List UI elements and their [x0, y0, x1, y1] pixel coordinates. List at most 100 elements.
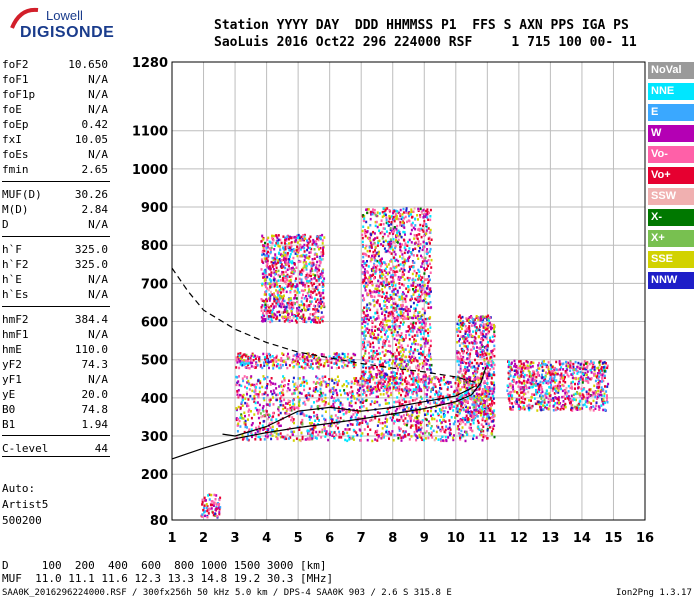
echo-point — [365, 208, 368, 211]
echo-point — [449, 407, 452, 410]
echo-point — [384, 275, 387, 279]
echo-point — [298, 304, 301, 307]
echo-point — [272, 308, 275, 311]
echo-point — [368, 302, 371, 305]
echo-point — [397, 413, 400, 417]
echo-point — [268, 415, 270, 419]
echo-point — [418, 433, 421, 437]
echo-point — [292, 248, 295, 251]
echo-point — [286, 254, 289, 257]
echo-point — [423, 213, 426, 217]
echo-point — [279, 265, 282, 268]
echo-point — [276, 280, 278, 283]
echo-point — [274, 299, 277, 302]
echo-point — [289, 290, 292, 293]
echo-point — [238, 375, 240, 378]
echo-point — [473, 398, 476, 402]
echo-point — [379, 330, 382, 333]
echo-point — [262, 361, 265, 364]
echo-point — [411, 278, 414, 282]
echo-point — [441, 435, 444, 438]
echo-point — [309, 251, 312, 254]
echo-point — [240, 361, 243, 365]
echo-point — [396, 241, 399, 244]
echo-point — [239, 416, 242, 419]
echo-point — [376, 264, 379, 268]
echo-point — [306, 304, 309, 307]
echo-point — [425, 231, 428, 235]
echo-point — [478, 409, 481, 412]
echo-point — [269, 414, 271, 418]
echo-point — [268, 315, 271, 318]
echo-point — [306, 239, 308, 242]
echo-point — [423, 245, 426, 248]
echo-point — [485, 323, 488, 326]
echo-point — [362, 388, 365, 392]
echo-point — [481, 320, 484, 324]
echo-point — [452, 438, 455, 442]
echo-point — [443, 401, 446, 404]
echo-point — [313, 289, 316, 292]
echo-point — [385, 336, 388, 339]
echo-point — [481, 403, 484, 406]
echo-point — [267, 317, 270, 321]
echo-point — [312, 433, 314, 436]
echo-point — [249, 394, 252, 398]
echo-point — [411, 342, 413, 346]
echo-point — [375, 214, 378, 218]
echo-point — [391, 313, 394, 316]
echo-point — [318, 419, 320, 422]
echo-point — [406, 309, 409, 313]
echo-point — [289, 252, 292, 256]
echo-point — [383, 344, 386, 347]
echo-point — [368, 318, 370, 322]
echo-point — [385, 306, 388, 309]
echo-point — [380, 371, 383, 374]
echo-point — [330, 414, 333, 418]
echo-point — [386, 207, 389, 210]
echo-point — [312, 263, 315, 266]
echo-point — [469, 414, 472, 417]
echo-point — [362, 214, 365, 217]
echo-point — [343, 407, 346, 411]
echo-point — [319, 272, 322, 276]
header-line2: SaoLuis 2016 Oct22 296 224000 RSF 1 715 … — [214, 35, 637, 50]
echo-point — [301, 316, 303, 320]
echo-point — [382, 433, 385, 436]
echo-point — [282, 353, 285, 356]
echo-point — [416, 408, 419, 412]
echo-point — [430, 431, 433, 434]
echo-point — [369, 281, 371, 284]
echo-point — [389, 267, 392, 270]
echo-point — [351, 359, 354, 363]
echo-point — [379, 282, 381, 285]
echo-point — [254, 389, 257, 393]
echo-point — [396, 381, 399, 385]
echo-point — [395, 316, 398, 320]
echo-point — [384, 421, 387, 424]
echo-point — [408, 214, 410, 218]
echo-point — [405, 294, 408, 298]
echo-point — [415, 386, 418, 389]
echo-point — [361, 380, 364, 383]
echo-point — [358, 389, 360, 392]
echo-point — [312, 411, 315, 414]
echo-point — [265, 410, 268, 413]
echo-point — [413, 348, 416, 351]
echo-point — [272, 428, 274, 432]
echo-point — [388, 247, 391, 250]
echo-point — [316, 279, 319, 283]
echo-point — [300, 315, 303, 318]
echo-point — [273, 300, 276, 303]
echo-point — [403, 269, 406, 272]
echo-point — [314, 419, 317, 422]
param-label: hmF2 — [2, 313, 29, 326]
echo-point — [298, 291, 301, 294]
echo-point — [456, 357, 459, 360]
echo-point — [306, 297, 309, 301]
echo-point — [387, 361, 390, 364]
echo-point — [297, 312, 300, 316]
echo-point — [374, 414, 377, 418]
echo-point — [430, 363, 433, 367]
echo-point — [280, 287, 282, 291]
